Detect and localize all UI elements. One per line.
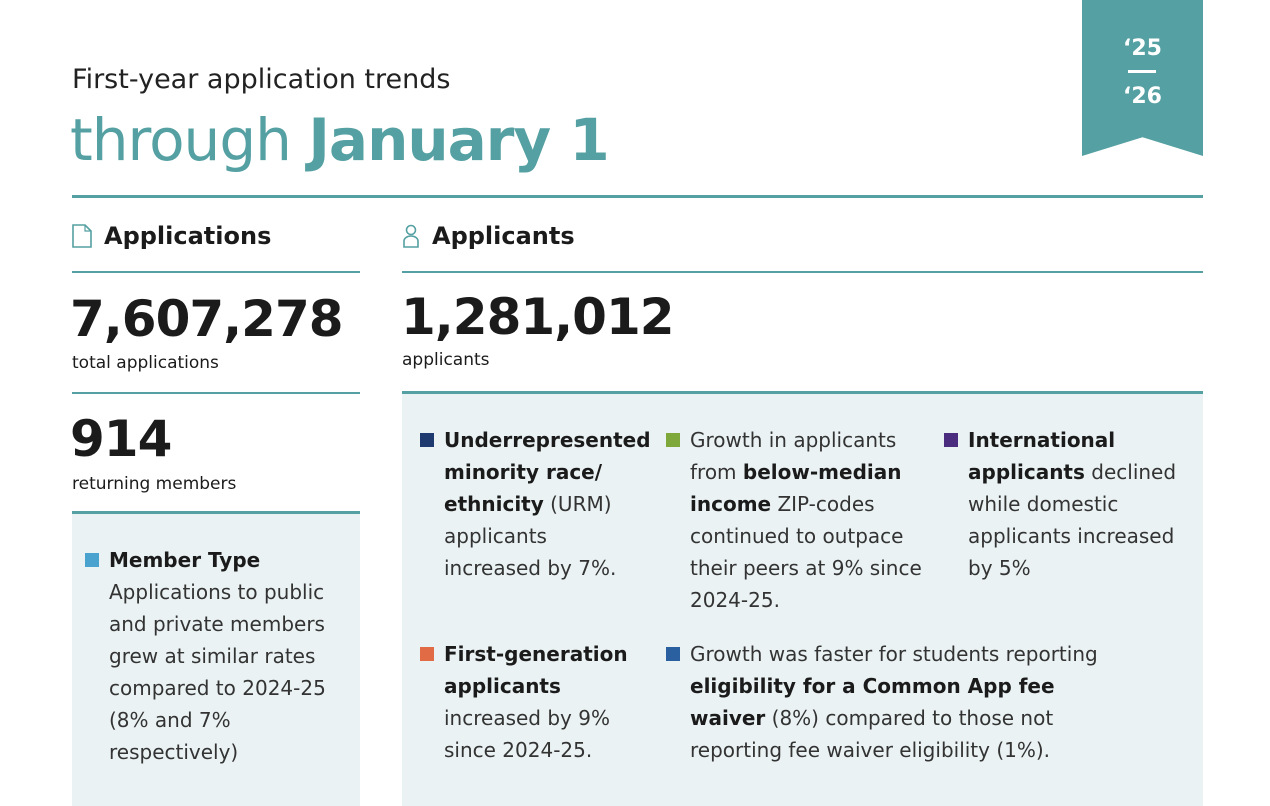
bullet-square-icon	[420, 647, 434, 661]
item-bold: International applicants	[968, 428, 1116, 484]
divider	[72, 392, 360, 394]
member-type-title: Member Type	[109, 548, 261, 572]
badge-dash	[1128, 70, 1156, 73]
item-bold: eligibility for a Common App fee waiver	[690, 674, 1055, 730]
title-bold: January 1	[308, 106, 609, 174]
item-text: declined while domestic applicants incre…	[968, 460, 1177, 580]
page-subtitle: First-year application trends	[72, 64, 451, 95]
urm-item: Underrepresented minority race/ ethnicit…	[420, 424, 651, 584]
item-text: Growth in applicants from	[690, 428, 897, 484]
year-ribbon-badge: ‘25 ‘26	[1082, 0, 1203, 156]
item-bold: Underrepresented minority race/ ethnicit…	[444, 428, 651, 516]
total-applicants-label: applicants	[402, 350, 490, 370]
applications-heading: Applications	[72, 222, 271, 250]
item-bold: below-median income	[690, 460, 902, 516]
item-text: ZIP-codes continued to outpace their pee…	[690, 492, 922, 612]
header-divider	[72, 195, 1203, 198]
applicants-heading-text: Applicants	[432, 222, 575, 250]
total-applications-label: total applications	[72, 353, 219, 373]
bullet-square-icon	[944, 433, 958, 447]
fee-waiver-item: Growth was faster for students reporting…	[666, 638, 1130, 766]
income-item: Growth in applicants from below-median i…	[666, 424, 925, 616]
applicants-heading: Applicants	[402, 222, 575, 250]
divider	[402, 271, 1203, 273]
page-title: through January 1	[70, 106, 610, 174]
item-text: Growth was faster for students reporting	[690, 642, 1098, 666]
first-gen-item: First-generation applicants increased by…	[420, 638, 644, 766]
bullet-square-icon	[666, 433, 680, 447]
title-light: through	[70, 106, 309, 174]
person-icon	[403, 224, 419, 248]
bullet-square-icon	[420, 433, 434, 447]
international-item: International applicants declined while …	[944, 424, 1188, 584]
badge-year-end: ‘26	[1123, 84, 1162, 109]
document-icon	[72, 224, 92, 248]
total-applicants-value: 1,281,012	[401, 288, 675, 346]
item-text: increased by 9% since 2024-25.	[444, 706, 610, 762]
member-type-text: Applications to public and private membe…	[109, 580, 326, 764]
badge-year-start: ‘25	[1123, 36, 1162, 61]
divider	[72, 271, 360, 273]
bullet-square-icon	[666, 647, 680, 661]
item-text: (URM) applicants increased by 7%.	[444, 492, 617, 580]
member-type-item: Member Type Applications to public and p…	[85, 544, 339, 768]
item-bold: First-generation applicants	[444, 642, 628, 698]
item-text: (8%) compared to those not reporting fee…	[690, 706, 1054, 762]
applications-heading-text: Applications	[104, 222, 272, 250]
returning-members-label: returning members	[72, 474, 237, 494]
returning-members-value: 914	[70, 410, 172, 468]
total-applications-value: 7,607,278	[70, 290, 344, 348]
applicants-panel: Underrepresented minority race/ ethnicit…	[402, 391, 1203, 806]
member-type-panel: Member Type Applications to public and p…	[72, 511, 360, 806]
bullet-square-icon	[85, 553, 99, 567]
